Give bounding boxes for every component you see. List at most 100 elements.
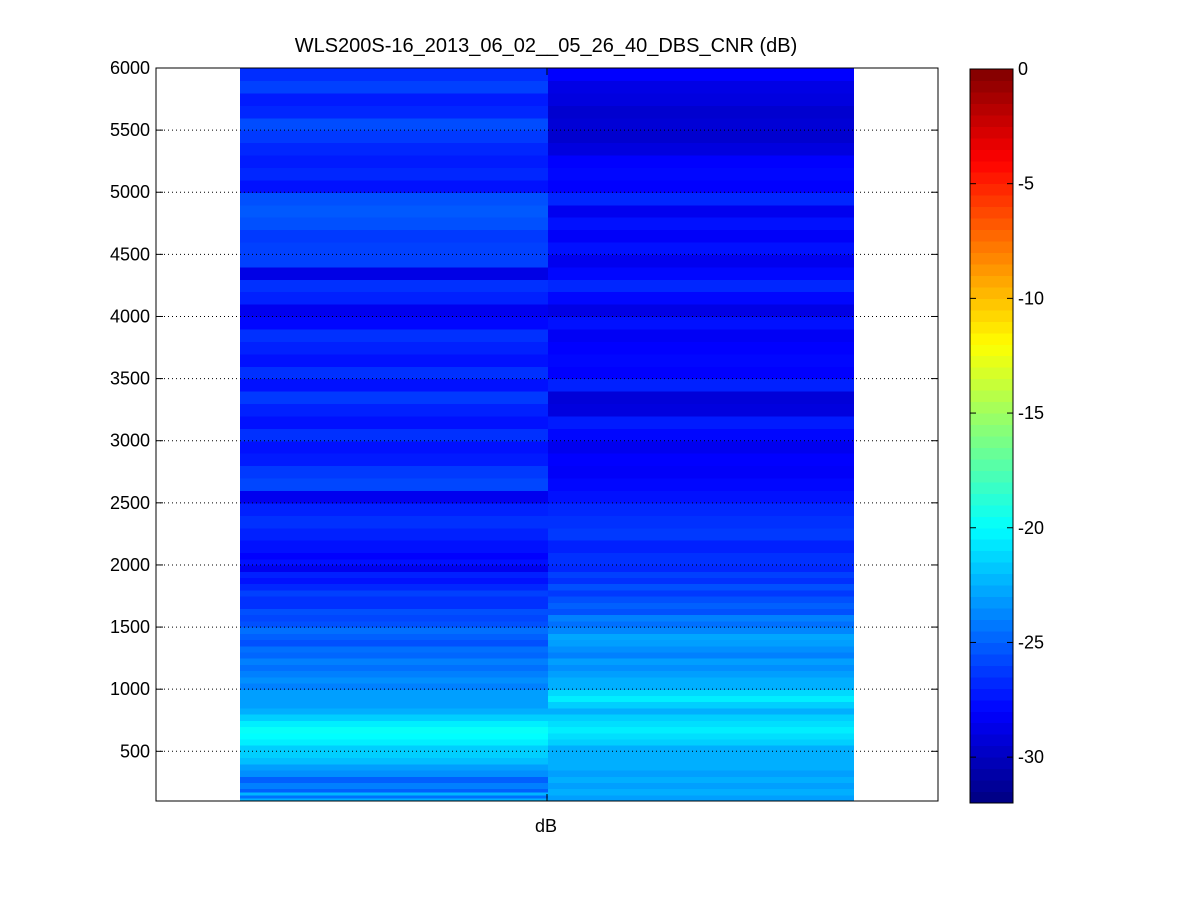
heatmap-cell [240,527,548,541]
heatmap-cell [240,676,548,684]
colorbar-band [970,275,1013,288]
heatmap-cell [240,689,548,696]
heatmap-cell [240,782,548,790]
colorbar-band [970,183,1013,196]
heatmap-cell [240,577,548,585]
heatmap-cell [548,502,854,516]
colorbar-band [970,676,1013,689]
colorbar-band [970,757,1013,770]
colorbar-band [970,355,1013,368]
heatmap-cell [240,670,548,678]
heatmap-cell [240,614,548,622]
y-tick-label: 2500 [110,493,150,513]
heatmap-cell [240,105,548,119]
heatmap-cell [240,664,548,672]
heatmap-cell [240,490,548,504]
colorbar-tick-label: -10 [1018,288,1044,308]
heatmap-cell [240,757,548,765]
heatmap-cell [548,266,854,280]
heatmap-cell [548,204,854,218]
heatmap-cell [548,583,854,591]
heatmap-cell [240,304,548,318]
colorbar-band [970,91,1013,104]
heatmap-cell [548,571,854,578]
heatmap-cell [548,738,854,746]
colorbar-tick-label: -25 [1018,632,1044,652]
heatmap-cell [548,682,854,690]
colorbar-tick-label: -5 [1018,174,1034,194]
colorbar-band [970,69,1013,81]
colorbar-band [970,241,1013,253]
heatmap-cell [240,558,548,566]
plot-area: 500 1000 1500 2000 2500 3000 3500 4000 4500 5000 5… [110,58,939,802]
heatmap-cell [548,757,854,765]
colorbar-band [970,562,1013,575]
heatmap-cell [548,154,854,168]
heatmap-cell [240,608,548,616]
heatmap-cell [240,328,548,342]
colorbar-band [970,332,1013,345]
heatmap-cell [240,92,548,106]
colorbar-tick-label: -30 [1018,747,1044,767]
colorbar-band [970,126,1013,139]
colorbar-band [970,263,1013,276]
heatmap-cell [240,552,548,560]
heatmap-cell [548,378,854,392]
heatmap-cell [240,440,548,454]
heatmap-cell [240,620,548,628]
heatmap-cell [548,620,854,628]
colorbar-band [970,298,1013,311]
heatmap-cell [240,179,548,193]
heatmap-cell [240,341,548,355]
y-tick-label: 1000 [110,679,150,699]
heatmap-cell [548,440,854,454]
heatmap-cell [548,167,854,181]
heatmap-cell [240,540,548,554]
heatmap-cell [240,217,548,231]
heatmap-cell [240,658,548,665]
heatmap-cell [240,745,548,752]
y-tick-label: 5000 [110,182,150,202]
heatmap-cell [240,776,548,783]
heatmap-cell [548,726,854,734]
colorbar-band [970,734,1013,747]
x-axis-label: dB [535,816,557,836]
y-tick-label: 1500 [110,617,150,637]
y-tick-label: 3000 [110,431,150,451]
colorbar-tick-label: -15 [1018,403,1044,423]
colorbar-band [970,780,1013,793]
colorbar-band [970,367,1013,380]
heatmap-cell [548,217,854,231]
heatmap-cell [240,701,548,709]
heatmap-cell [240,266,548,280]
heatmap-cell [240,695,548,703]
heatmap-cell [548,794,854,802]
heatmap-cell [548,477,854,491]
heatmap-cell [240,378,548,392]
heatmap-cell [548,658,854,665]
heatmap-cell [240,769,548,777]
heatmap-cell [240,651,548,659]
colorbar-band [970,149,1013,162]
y-tick-label: 500 [120,741,150,761]
heatmap-cell [548,577,854,585]
colorbar-gradient [970,69,1013,804]
heatmap-cell [240,502,548,516]
heatmap-cell [240,788,548,793]
heatmap-cell [548,769,854,777]
heatmap-cell [240,428,548,442]
colorbar-band [970,413,1013,426]
heatmap-cell [548,341,854,355]
heatmap-cell [548,776,854,783]
heatmap-cell [548,130,854,144]
heatmap-cell [548,614,854,622]
heatmap-cell [240,738,548,746]
colorbar-band [970,160,1013,173]
heatmap-cell [240,726,548,734]
heatmap-cell [548,304,854,318]
heatmap-cell [548,676,854,684]
heatmap-cell [240,68,548,82]
colorbar-band [970,653,1013,666]
colorbar-band [970,688,1013,701]
heatmap-cell [548,92,854,106]
